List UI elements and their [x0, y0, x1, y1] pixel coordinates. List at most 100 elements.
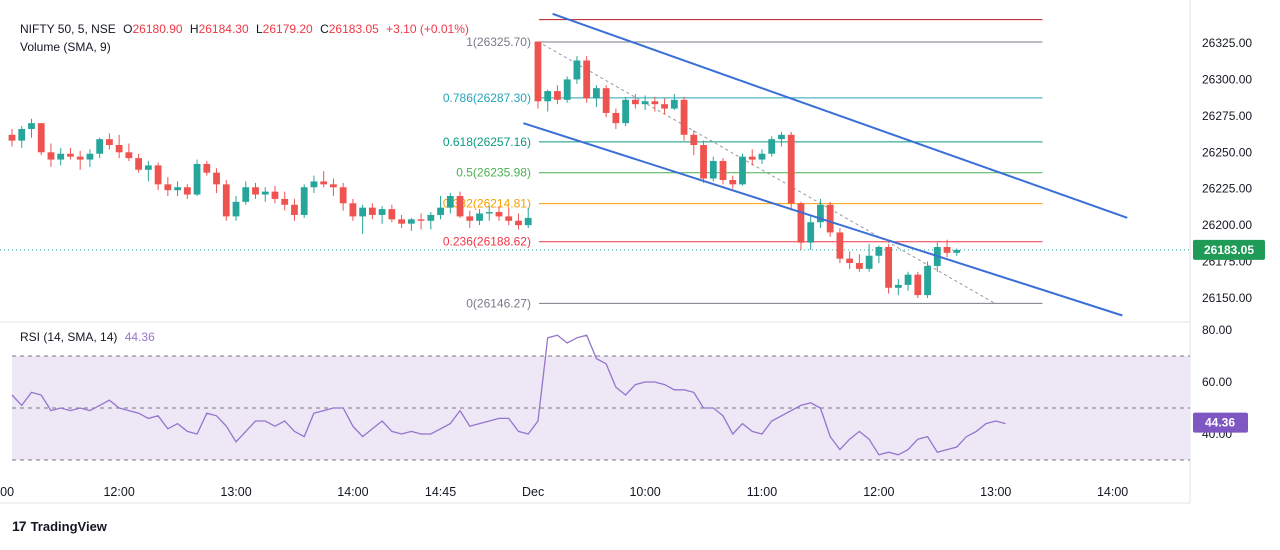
candle-body[interactable]: [924, 265, 931, 296]
candle-body[interactable]: [252, 187, 259, 195]
channel-lower-line[interactable]: [523, 122, 1123, 317]
candle-body[interactable]: [544, 91, 552, 102]
candle-body[interactable]: [904, 274, 912, 285]
candle-body[interactable]: [417, 219, 425, 221]
candle-body[interactable]: [817, 204, 824, 223]
candle-body[interactable]: [320, 181, 328, 185]
candle-body[interactable]: [778, 134, 785, 140]
candle-body[interactable]: [28, 123, 35, 129]
rsi-line[interactable]: [11, 334, 1006, 456]
candle-body[interactable]: [836, 232, 844, 259]
candle-body[interactable]: [193, 163, 201, 195]
candle-body[interactable]: [456, 196, 464, 217]
candle-body[interactable]: [875, 247, 883, 256]
candle-body[interactable]: [524, 217, 532, 226]
candle-body[interactable]: [57, 153, 65, 160]
candle-body[interactable]: [953, 249, 961, 253]
candle-body[interactable]: [846, 258, 854, 264]
candle-body[interactable]: [515, 220, 522, 226]
candle-body[interactable]: [758, 153, 766, 160]
candle-body[interactable]: [826, 204, 834, 233]
candle-body[interactable]: [349, 203, 357, 217]
candle-body[interactable]: [183, 187, 191, 195]
candle-body[interactable]: [563, 79, 571, 100]
candle-body[interactable]: [427, 214, 435, 221]
candle-body[interactable]: [466, 216, 474, 221]
candle-body[interactable]: [797, 203, 805, 243]
candle-body[interactable]: [86, 153, 94, 160]
candle-body[interactable]: [174, 187, 181, 191]
candle-body[interactable]: [339, 187, 347, 204]
candle-body[interactable]: [242, 187, 250, 202]
candle-body[interactable]: [709, 161, 717, 179]
candle-body[interactable]: [378, 209, 386, 215]
candle-body[interactable]: [213, 172, 220, 185]
candle-body[interactable]: [154, 165, 162, 185]
candle-body[interactable]: [398, 219, 405, 224]
candle-body[interactable]: [281, 198, 289, 205]
candle-body[interactable]: [534, 41, 542, 102]
candle-body[interactable]: [631, 99, 639, 105]
fib-trend-line[interactable]: [537, 41, 996, 305]
candle-body[interactable]: [894, 284, 902, 288]
candle-body[interactable]: [476, 213, 483, 221]
symbol-label[interactable]: NIFTY 50, 5, NSE: [20, 22, 116, 36]
candle-body[interactable]: [505, 216, 513, 221]
candle-body[interactable]: [359, 207, 367, 217]
candle-body[interactable]: [700, 145, 707, 179]
candle-body[interactable]: [222, 184, 230, 217]
candle-body[interactable]: [661, 104, 668, 109]
candle-body[interactable]: [291, 204, 298, 215]
candle-body[interactable]: [300, 187, 308, 215]
candle-body[interactable]: [739, 156, 746, 185]
candle-body[interactable]: [485, 212, 493, 214]
candle-body[interactable]: [446, 196, 454, 208]
tradingview-logo[interactable]: 17 TradingView: [12, 518, 107, 534]
candle-body[interactable]: [18, 128, 26, 141]
candle-body[interactable]: [8, 134, 16, 141]
candle-body[interactable]: [271, 191, 279, 199]
candle-body[interactable]: [135, 158, 143, 170]
candle-body[interactable]: [729, 179, 737, 185]
candle-body[interactable]: [885, 247, 892, 288]
candle-body[interactable]: [554, 91, 561, 100]
candle-body[interactable]: [106, 139, 113, 145]
candle-body[interactable]: [330, 184, 337, 188]
candle-body[interactable]: [593, 88, 600, 99]
candle-body[interactable]: [368, 207, 376, 215]
candle-body[interactable]: [602, 88, 610, 113]
candle-body[interactable]: [144, 165, 152, 170]
candle-body[interactable]: [914, 274, 922, 296]
candle-body[interactable]: [768, 139, 776, 154]
candle-body[interactable]: [719, 161, 727, 180]
candle-body[interactable]: [748, 156, 756, 160]
candle-body[interactable]: [612, 112, 620, 124]
candle-body[interactable]: [67, 153, 74, 157]
candle-body[interactable]: [76, 156, 84, 160]
candle-body[interactable]: [125, 152, 133, 159]
candle-body[interactable]: [855, 263, 863, 269]
candle-body[interactable]: [690, 134, 698, 145]
candle-body[interactable]: [622, 99, 630, 124]
rsi-indicator-label[interactable]: RSI (14, SMA, 14): [20, 330, 118, 344]
candle-body[interactable]: [407, 219, 415, 224]
candle-body[interactable]: [47, 152, 55, 160]
candle-body[interactable]: [787, 134, 795, 204]
volume-indicator-label[interactable]: Volume (SMA, 9): [20, 40, 111, 54]
candle-body[interactable]: [573, 60, 581, 80]
candle-body[interactable]: [164, 184, 172, 191]
candle-body[interactable]: [203, 163, 211, 173]
candle-body[interactable]: [583, 60, 591, 99]
candle-body[interactable]: [943, 247, 951, 253]
candle-body[interactable]: [437, 207, 444, 215]
candle-body[interactable]: [865, 255, 873, 269]
candle-body[interactable]: [641, 101, 649, 105]
candle-body[interactable]: [388, 209, 396, 220]
candle-body[interactable]: [310, 181, 318, 188]
candle-body[interactable]: [651, 101, 659, 105]
candle-body[interactable]: [670, 99, 678, 109]
candle-body[interactable]: [495, 212, 503, 217]
candle-body[interactable]: [680, 99, 688, 135]
